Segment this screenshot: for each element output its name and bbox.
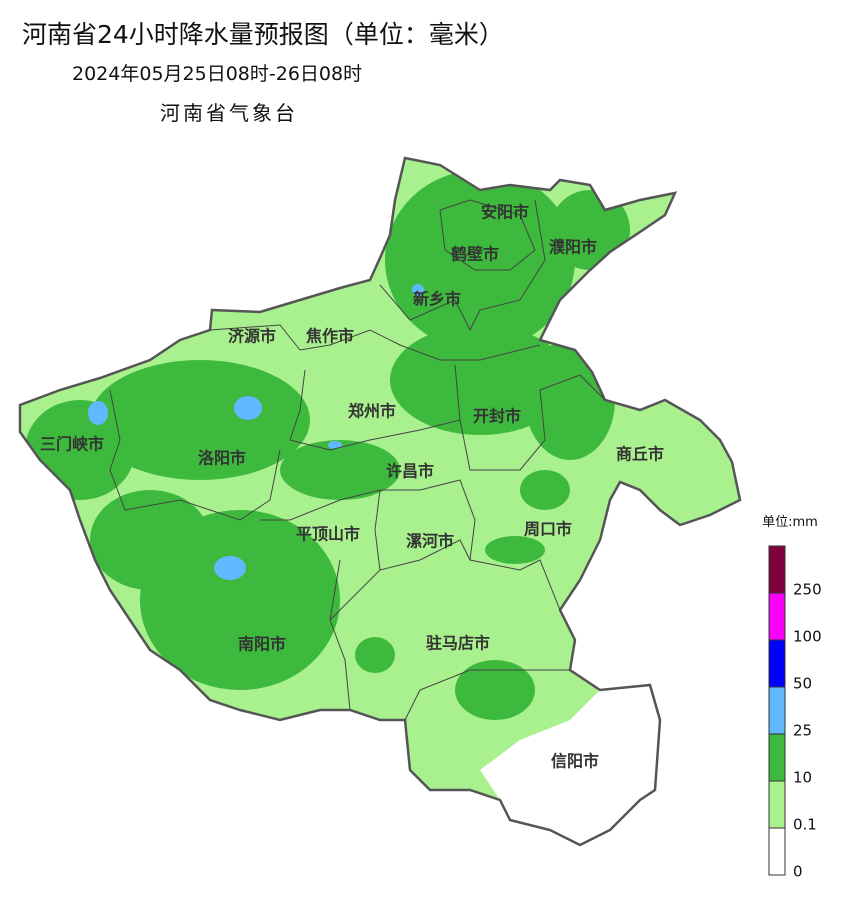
legend: 单位:mm 0 0.1 10 25 50 100 250	[762, 515, 822, 881]
legend-swatch	[768, 827, 786, 876]
area-blue	[412, 284, 424, 296]
city-borders	[18, 156, 742, 847]
legend-label: 0.1	[793, 816, 817, 834]
area-none	[480, 685, 660, 845]
area-green	[485, 536, 545, 564]
area-green	[90, 490, 210, 590]
area-green	[90, 360, 310, 480]
area-blue	[328, 441, 342, 449]
city-label: 郑州市	[348, 402, 396, 421]
legend-label: 50	[793, 675, 812, 693]
legend-label: 0	[793, 863, 803, 881]
legend-unit: 单位:mm	[762, 515, 818, 530]
city-label: 信阳市	[551, 752, 599, 771]
subtitle: 2024年05月25日08时-26日08时	[72, 63, 362, 85]
city-label: 洛阳市	[198, 449, 246, 468]
area-green	[455, 660, 535, 720]
city-label: 漯河市	[406, 532, 454, 551]
city-label: 周口市	[524, 520, 572, 539]
title: 河南省24小时降水量预报图（单位：毫米）	[22, 20, 504, 49]
area-green	[385, 170, 575, 350]
legend-swatch	[768, 733, 786, 782]
legend-label: 10	[793, 769, 812, 787]
legend-label: 100	[793, 628, 822, 646]
legend-swatch	[768, 780, 786, 829]
city-label: 焦作市	[305, 327, 354, 346]
city-label: 安阳市	[481, 203, 529, 222]
area-green	[520, 470, 570, 510]
area-blue	[88, 401, 108, 425]
city-label: 新乡市	[413, 290, 461, 309]
city-label: 开封市	[473, 407, 521, 426]
legend-swatch	[768, 639, 786, 688]
area-green	[280, 440, 400, 500]
area-blue	[214, 556, 246, 580]
city-label: 商丘市	[616, 445, 664, 464]
legend-swatch	[768, 545, 786, 594]
area-green	[355, 637, 395, 673]
city-label: 济源市	[228, 327, 276, 346]
legend-label: 250	[793, 581, 822, 599]
city-label: 濮阳市	[549, 238, 597, 257]
issuer: 河南省气象台	[160, 101, 298, 125]
city-label: 驻马店市	[426, 634, 490, 653]
area-blue	[234, 396, 262, 420]
area-green	[550, 190, 630, 270]
city-label: 三门峡市	[40, 435, 104, 454]
city-label: 鹤壁市	[451, 245, 499, 264]
area-green	[390, 325, 570, 435]
city-label: 平顶山市	[296, 525, 360, 544]
legend-swatch	[768, 592, 786, 641]
city-label: 南阳市	[238, 635, 286, 654]
legend-swatch	[768, 686, 786, 735]
city-label: 许昌市	[386, 462, 434, 481]
legend-label: 25	[793, 722, 812, 740]
area-green	[525, 340, 615, 460]
